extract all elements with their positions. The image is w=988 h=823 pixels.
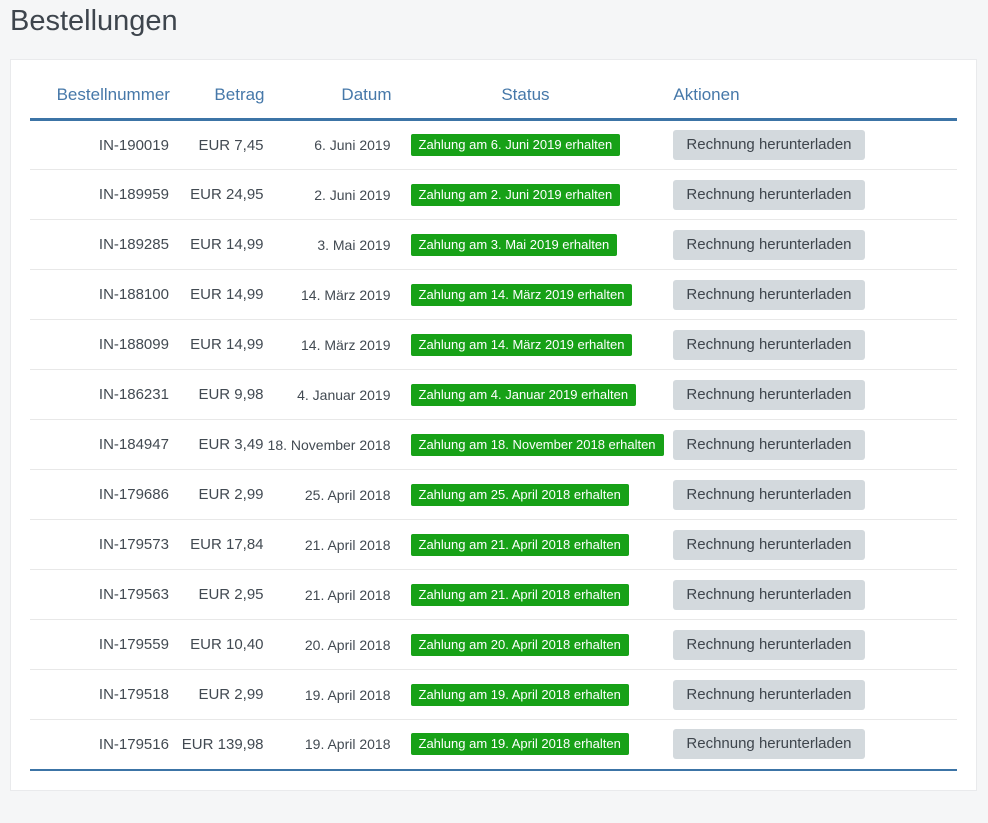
order-number: IN-184947 (30, 419, 170, 470)
order-number: IN-179686 (30, 469, 170, 520)
payment-status-badge: Zahlung am 25. April 2018 erhalten (410, 483, 629, 506)
order-amount: EUR 3,49 (169, 419, 265, 470)
download-invoice-button[interactable]: Rechnung herunterladen (673, 529, 865, 560)
order-number: IN-179518 (30, 669, 170, 720)
order-date: 14. März 2019 (264, 269, 392, 320)
order-date: 2. Juni 2019 (264, 169, 392, 220)
order-row: IN-179686 EUR 2,99 25. April 2018 Zahlun… (30, 469, 957, 520)
download-invoice-button[interactable]: Rechnung herunterladen (673, 579, 865, 610)
order-amount: EUR 9,98 (169, 369, 265, 420)
order-row: IN-188100 EUR 14,99 14. März 2019 Zahlun… (30, 269, 957, 320)
orders-table-header: Bestellnummer Betrag Datum Status Aktion… (30, 60, 957, 121)
order-amount: EUR 14,99 (169, 269, 265, 320)
payment-status-badge: Zahlung am 20. April 2018 erhalten (410, 633, 629, 656)
order-amount: EUR 2,95 (169, 569, 265, 620)
order-amount: EUR 2,99 (169, 669, 265, 720)
orders-table: Bestellnummer Betrag Datum Status Aktion… (30, 60, 957, 771)
order-amount: EUR 139,98 (169, 719, 265, 771)
download-invoice-button[interactable]: Rechnung herunterladen (673, 679, 865, 710)
column-header-date: Datum (264, 60, 392, 121)
order-date: 25. April 2018 (264, 469, 392, 520)
payment-status-badge: Zahlung am 6. Juni 2019 erhalten (410, 134, 621, 156)
download-invoice-button[interactable]: Rechnung herunterladen (673, 329, 865, 360)
order-date: 21. April 2018 (264, 569, 392, 620)
order-row: IN-189285 EUR 14,99 3. Mai 2019 Zahlung … (30, 219, 957, 270)
order-row: IN-179516 EUR 139,98 19. April 2018 Zahl… (30, 719, 957, 771)
order-date: 20. April 2018 (264, 619, 392, 670)
order-number: IN-189285 (30, 219, 170, 270)
order-number: IN-188099 (30, 319, 170, 370)
payment-status-badge: Zahlung am 3. Mai 2019 erhalten (410, 233, 618, 256)
payment-status-badge: Zahlung am 14. März 2019 erhalten (410, 333, 633, 356)
payment-status-badge: Zahlung am 19. April 2018 erhalten (410, 683, 629, 706)
order-date: 19. April 2018 (264, 719, 392, 771)
download-invoice-button[interactable]: Rechnung herunterladen (673, 729, 865, 760)
order-row: IN-186231 EUR 9,98 4. Januar 2019 Zahlun… (30, 369, 957, 420)
order-date: 19. April 2018 (264, 669, 392, 720)
order-number: IN-179559 (30, 619, 170, 670)
order-row: IN-179559 EUR 10,40 20. April 2018 Zahlu… (30, 619, 957, 670)
orders-card: Bestellnummer Betrag Datum Status Aktion… (10, 59, 977, 791)
order-row: IN-179518 EUR 2,99 19. April 2018 Zahlun… (30, 669, 957, 720)
order-date: 21. April 2018 (264, 519, 392, 570)
order-date: 3. Mai 2019 (264, 219, 392, 270)
order-date: 4. Januar 2019 (264, 369, 392, 420)
download-invoice-button[interactable]: Rechnung herunterladen (673, 629, 865, 660)
order-number: IN-189959 (30, 169, 170, 220)
order-row: IN-184947 EUR 3,49 18. November 2018 Zah… (30, 419, 957, 470)
payment-status-badge: Zahlung am 2. Juni 2019 erhalten (410, 183, 621, 206)
order-row: IN-190019 EUR 7,45 6. Juni 2019 Zahlung … (30, 119, 957, 170)
order-amount: EUR 24,95 (169, 169, 265, 220)
order-amount: EUR 14,99 (169, 219, 265, 270)
order-number: IN-186231 (30, 369, 170, 420)
column-header-actions: Aktionen (659, 60, 957, 121)
order-number: IN-179573 (30, 519, 170, 570)
payment-status-badge: Zahlung am 21. April 2018 erhalten (410, 583, 629, 606)
payment-status-badge: Zahlung am 14. März 2019 erhalten (410, 283, 633, 306)
order-number: IN-179563 (30, 569, 170, 620)
order-row: IN-189959 EUR 24,95 2. Juni 2019 Zahlung… (30, 169, 957, 220)
payment-status-badge: Zahlung am 18. November 2018 erhalten (410, 433, 664, 456)
column-header-status: Status (391, 60, 660, 121)
download-invoice-button[interactable]: Rechnung herunterladen (673, 179, 865, 210)
order-number: IN-190019 (30, 119, 170, 170)
order-amount: EUR 17,84 (169, 519, 265, 570)
download-invoice-button[interactable]: Rechnung herunterladen (673, 229, 865, 260)
order-amount: EUR 14,99 (169, 319, 265, 370)
download-invoice-button[interactable]: Rechnung herunterladen (673, 130, 865, 160)
order-row: IN-179563 EUR 2,95 21. April 2018 Zahlun… (30, 569, 957, 620)
order-date: 6. Juni 2019 (264, 119, 392, 170)
payment-status-badge: Zahlung am 19. April 2018 erhalten (410, 733, 629, 756)
payment-status-badge: Zahlung am 4. Januar 2019 erhalten (410, 383, 637, 406)
download-invoice-button[interactable]: Rechnung herunterladen (673, 379, 865, 410)
order-row: IN-188099 EUR 14,99 14. März 2019 Zahlun… (30, 319, 957, 370)
download-invoice-button[interactable]: Rechnung herunterladen (673, 279, 865, 310)
download-invoice-button[interactable]: Rechnung herunterladen (673, 429, 865, 460)
column-header-amount: Betrag (169, 60, 265, 121)
download-invoice-button[interactable]: Rechnung herunterladen (673, 479, 865, 510)
order-date: 14. März 2019 (264, 319, 392, 370)
order-number: IN-188100 (30, 269, 170, 320)
order-row: IN-179573 EUR 17,84 21. April 2018 Zahlu… (30, 519, 957, 570)
order-number: IN-179516 (30, 719, 170, 771)
order-amount: EUR 10,40 (169, 619, 265, 670)
payment-status-badge: Zahlung am 21. April 2018 erhalten (410, 533, 629, 556)
column-header-order-number: Bestellnummer (30, 60, 170, 121)
order-date: 18. November 2018 (264, 419, 392, 470)
order-amount: EUR 2,99 (169, 469, 265, 520)
page-title: Bestellungen (10, 5, 178, 37)
orders-table-body: IN-190019 EUR 7,45 6. Juni 2019 Zahlung … (30, 119, 957, 771)
order-amount: EUR 7,45 (169, 119, 265, 170)
